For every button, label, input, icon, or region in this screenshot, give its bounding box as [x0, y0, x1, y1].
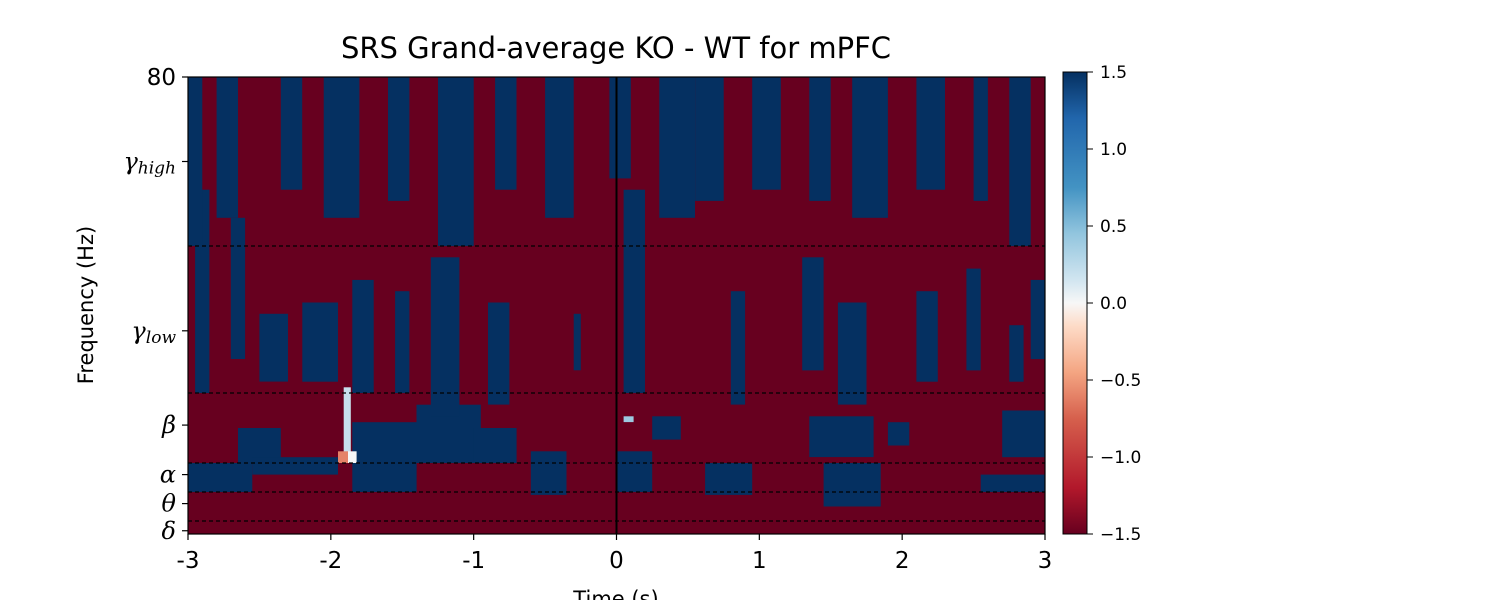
heatmap-region: [338, 451, 348, 463]
y-tick-label: γhigh: [123, 148, 176, 179]
heatmap-region: [488, 302, 510, 405]
heatmap-region: [323, 77, 360, 218]
heatmap-region: [823, 463, 881, 507]
heatmap-region: [1002, 410, 1045, 458]
heatmap-region: [695, 77, 724, 201]
heatmap-region: [887, 422, 910, 446]
heatmap-region: [730, 291, 746, 405]
colorbar-tick-label: 1.0: [1100, 140, 1127, 160]
y-tick-label: 80: [147, 65, 176, 91]
colorbar-tick-label: 0.5: [1100, 217, 1127, 237]
x-tick-label: 1: [752, 548, 767, 574]
heatmap-region: [495, 77, 517, 190]
heatmap-region: [1030, 279, 1045, 360]
x-tick-label: -2: [319, 548, 342, 574]
y-tick-label: β: [161, 411, 176, 439]
colorbar-gradient: [1063, 72, 1087, 534]
heatmap-region: [348, 451, 357, 463]
heatmap-region: [802, 257, 824, 371]
colorbar-tick-label: 0.0: [1100, 294, 1127, 314]
heatmap-region: [395, 291, 410, 393]
heatmap-region: [623, 416, 634, 423]
colorbar-tick-label: 1.5: [1100, 63, 1127, 83]
chart-title: SRS Grand-average KO - WT for mPFC: [341, 31, 891, 65]
x-axis-title: Time (s): [572, 587, 658, 600]
heatmap-region: [916, 291, 938, 382]
y-tick-label: α: [160, 461, 176, 489]
heatmap-region: [343, 387, 351, 463]
heatmap-region: [1009, 77, 1031, 246]
heatmap-region: [652, 416, 681, 440]
heatmap-region: [230, 217, 246, 359]
colorbar-tick-label: −1.0: [1100, 448, 1141, 468]
x-tick-label: -1: [462, 548, 485, 574]
heatmap-region: [916, 77, 945, 190]
heatmap-region: [809, 77, 831, 201]
heatmap-region: [473, 428, 517, 463]
x-tick-label: 3: [1038, 548, 1053, 574]
heatmap-region: [545, 77, 574, 218]
heatmap-region: [188, 77, 203, 246]
heatmap-region: [752, 77, 781, 190]
heatmap-region: [705, 463, 753, 495]
heatmap-region: [809, 416, 874, 458]
heatmap-region: [852, 77, 888, 218]
x-tick-label: -3: [177, 548, 200, 574]
x-tick-label: 2: [895, 548, 910, 574]
heatmap-region: [659, 77, 695, 218]
heatmap-region: [530, 451, 567, 495]
heatmap-region: [259, 313, 288, 382]
heatmap-region: [302, 302, 338, 382]
y-tick-label: γlow: [131, 317, 176, 348]
heatmap-cells: [188, 77, 1045, 507]
y-axis-title: Frequency (Hz): [74, 226, 98, 384]
heatmap-region: [1009, 325, 1024, 382]
heatmap-region: [966, 268, 981, 371]
heatmap-region: [616, 451, 653, 492]
y-tick-label: θ: [162, 490, 177, 518]
heatmap-region: [430, 257, 460, 417]
plot-area: [187, 76, 1046, 535]
heatmap-region: [973, 77, 988, 201]
heatmap-region: [438, 77, 474, 246]
heatmap-region: [352, 422, 417, 492]
heatmap-region: [573, 313, 581, 371]
heatmap-region: [609, 77, 631, 179]
colorbar-tick-label: −1.5: [1100, 525, 1141, 545]
heatmap-region: [238, 428, 281, 463]
heatmap-region: [388, 77, 410, 201]
heatmap-region: [623, 189, 645, 393]
colorbar: 1.5 1.0 0.5 0.0 −0.5 −1.0 −1.5: [1062, 63, 1141, 545]
heatmap-region: [837, 302, 867, 405]
heatmap-region: [188, 463, 253, 492]
heatmap-region: [252, 457, 338, 475]
x-tick-label: 0: [609, 548, 624, 574]
colorbar-tick-label: −0.5: [1100, 371, 1141, 391]
y-tick-label: δ: [162, 517, 176, 545]
heatmap-region: [280, 77, 303, 190]
heatmap-region: [980, 474, 1045, 492]
x-axis: -3 -2 -1 0 1 2 3: [177, 534, 1053, 574]
heatmap-region: [216, 77, 238, 218]
heatmap-region: [352, 279, 374, 393]
